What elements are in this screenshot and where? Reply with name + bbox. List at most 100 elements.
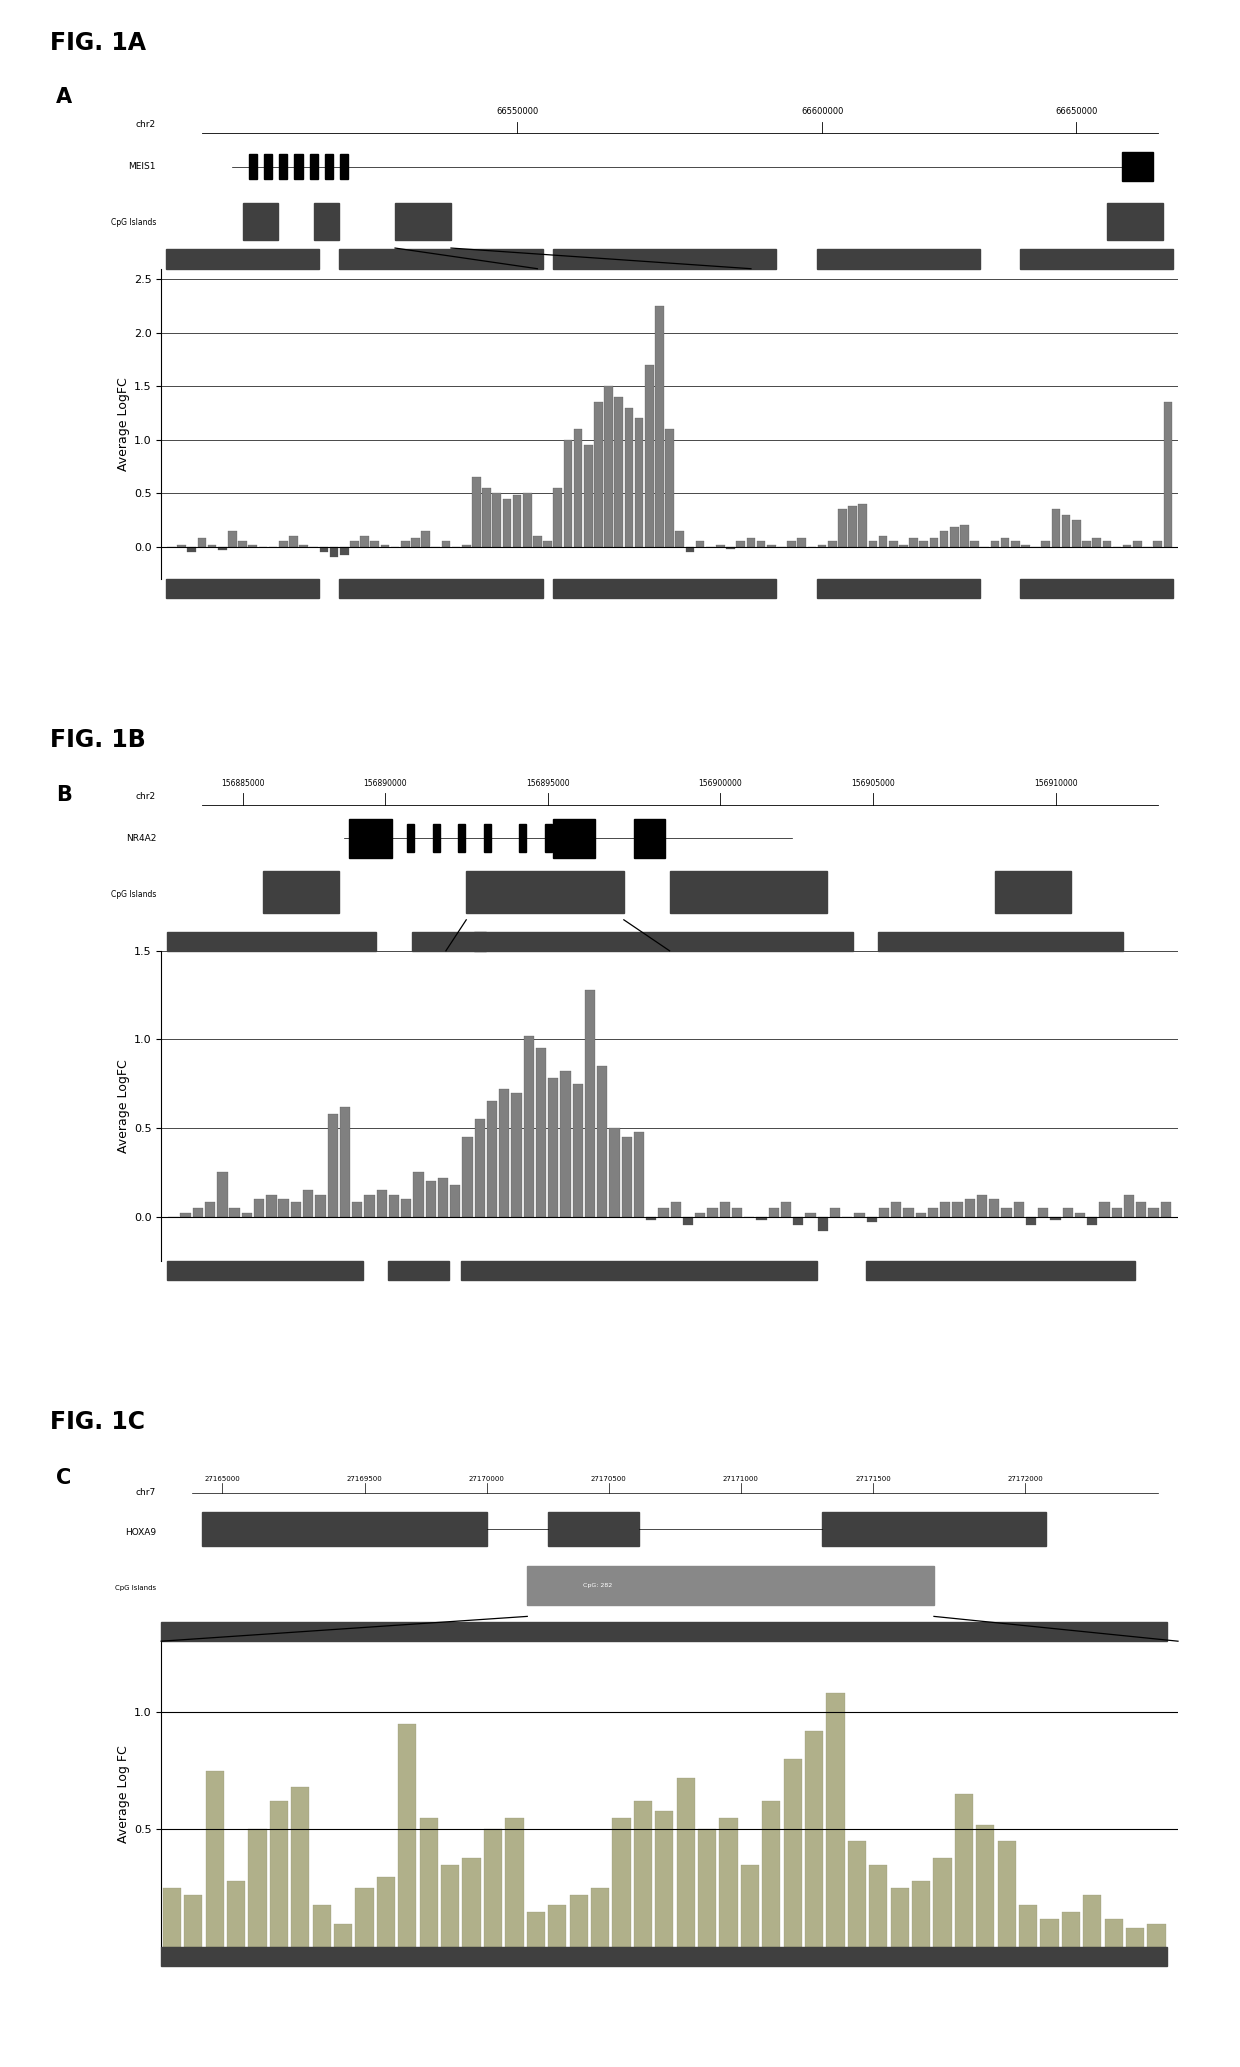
- Bar: [677, 1778, 694, 1947]
- Bar: [1087, 1217, 1097, 1226]
- Bar: [634, 1131, 645, 1217]
- Bar: [867, 1217, 877, 1222]
- Bar: [472, 477, 481, 546]
- Bar: [719, 1817, 738, 1947]
- Bar: [920, 542, 928, 546]
- Bar: [377, 1191, 387, 1217]
- Bar: [707, 1207, 718, 1217]
- Bar: [928, 1207, 939, 1217]
- Bar: [686, 546, 694, 552]
- Bar: [569, 1895, 588, 1947]
- Bar: [666, 430, 673, 546]
- Bar: [756, 542, 765, 546]
- Bar: [548, 1906, 567, 1947]
- Bar: [930, 537, 939, 546]
- Bar: [784, 1759, 802, 1947]
- Text: 156885000: 156885000: [221, 779, 264, 788]
- X-axis label: Probes on CpG Islands: Probes on CpG Islands: [591, 583, 748, 597]
- Bar: [955, 1794, 973, 1947]
- Bar: [613, 1817, 630, 1947]
- Text: NR4A2: NR4A2: [125, 833, 156, 843]
- Text: 156905000: 156905000: [851, 779, 895, 788]
- Bar: [553, 819, 595, 858]
- Bar: [438, 1178, 448, 1217]
- Bar: [334, 1924, 352, 1947]
- Bar: [1102, 542, 1111, 546]
- Bar: [523, 494, 532, 546]
- Bar: [177, 544, 186, 546]
- Bar: [892, 1203, 901, 1217]
- Bar: [858, 504, 867, 546]
- Bar: [971, 542, 978, 546]
- Bar: [1105, 1918, 1123, 1947]
- Bar: [413, 932, 486, 951]
- Bar: [604, 387, 613, 546]
- Bar: [279, 542, 288, 546]
- Bar: [596, 1067, 608, 1217]
- Bar: [671, 1203, 681, 1217]
- Bar: [670, 870, 827, 914]
- Text: FIG. 1C: FIG. 1C: [50, 1410, 145, 1434]
- Bar: [1107, 203, 1163, 240]
- Bar: [934, 1858, 951, 1947]
- Bar: [615, 397, 622, 546]
- Bar: [498, 1089, 510, 1217]
- Bar: [635, 418, 644, 546]
- Bar: [327, 1114, 339, 1217]
- Bar: [352, 1203, 362, 1217]
- Bar: [243, 203, 278, 240]
- Bar: [544, 825, 552, 852]
- Text: C: C: [56, 1468, 71, 1488]
- Bar: [1050, 1217, 1060, 1220]
- Bar: [1092, 537, 1101, 546]
- Bar: [543, 542, 552, 546]
- Bar: [625, 407, 634, 546]
- Bar: [1063, 1207, 1073, 1217]
- Bar: [433, 825, 440, 852]
- Bar: [249, 153, 257, 180]
- Bar: [838, 508, 847, 546]
- Bar: [475, 1118, 485, 1217]
- Bar: [279, 153, 288, 180]
- Text: 66650000: 66650000: [1055, 107, 1097, 116]
- Bar: [879, 535, 888, 546]
- Bar: [717, 544, 724, 546]
- Bar: [389, 1195, 399, 1217]
- Bar: [1011, 542, 1019, 546]
- Bar: [192, 1207, 203, 1217]
- Text: 66550000: 66550000: [496, 107, 538, 116]
- Bar: [248, 1829, 267, 1947]
- Bar: [913, 1881, 930, 1947]
- Bar: [805, 1213, 816, 1217]
- Bar: [482, 488, 491, 546]
- Bar: [167, 1261, 363, 1279]
- Bar: [830, 1207, 841, 1217]
- Bar: [553, 250, 776, 269]
- Bar: [655, 306, 663, 546]
- Bar: [746, 537, 755, 546]
- Text: 27171500: 27171500: [856, 1476, 890, 1482]
- Bar: [756, 1217, 766, 1220]
- Bar: [419, 1817, 438, 1947]
- Bar: [976, 1825, 994, 1947]
- Bar: [740, 1864, 759, 1947]
- Bar: [869, 542, 877, 546]
- Bar: [1073, 521, 1080, 546]
- Bar: [822, 1513, 1045, 1546]
- Bar: [564, 440, 572, 546]
- Bar: [314, 203, 340, 240]
- Bar: [797, 537, 806, 546]
- Bar: [817, 579, 980, 597]
- Y-axis label: Average LogFC: Average LogFC: [117, 1058, 130, 1153]
- Bar: [254, 1199, 264, 1217]
- Bar: [787, 542, 796, 546]
- Y-axis label: Average LogFC: Average LogFC: [117, 376, 129, 471]
- Bar: [536, 1048, 546, 1217]
- Bar: [977, 1195, 987, 1217]
- Bar: [350, 542, 358, 546]
- Bar: [1061, 1912, 1080, 1947]
- Bar: [217, 1172, 228, 1217]
- Bar: [412, 537, 419, 546]
- Bar: [205, 1203, 216, 1217]
- Bar: [768, 544, 775, 546]
